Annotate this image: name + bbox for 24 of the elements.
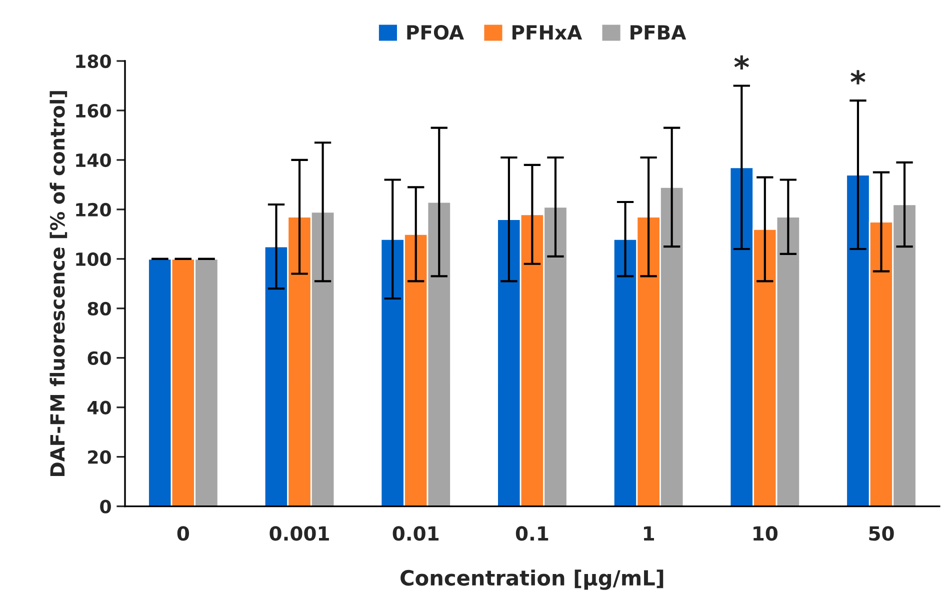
y-tick-label: 60 [88, 351, 111, 365]
legend-label: PFHxA [512, 25, 582, 40]
y-tick-label: 160 [76, 104, 111, 118]
x-tick-label: 10 [754, 526, 778, 541]
y-tick-label: 20 [88, 450, 111, 464]
y-tick-label: 140 [76, 153, 111, 168]
y-tick-label: 80 [88, 302, 111, 316]
y-axis-title: DAF-FM fluorescence [% of control] [50, 91, 68, 476]
x-tick-label: 50 [869, 526, 894, 541]
y-tick-label: 40 [87, 400, 111, 414]
legend-label: PFOA [407, 25, 464, 40]
x-tick-label: 0.1 [516, 526, 548, 541]
y-tick-label: 180 [76, 54, 111, 68]
y-tick-label: 0 [100, 500, 111, 514]
x-tick-label: 0.001 [270, 526, 329, 541]
y-tick-label: 100 [76, 252, 111, 266]
x-tick-label: 1 [644, 526, 654, 541]
x-tick-label: 0 [177, 526, 190, 541]
y-tick-label: 120 [76, 202, 111, 217]
x-axis-title: Concentration [µg/mL] [400, 570, 664, 590]
x-tick-label: 0.01 [392, 526, 439, 541]
annotation: * [850, 70, 866, 84]
legend-label: PFBA [630, 25, 686, 40]
annotation: * [734, 55, 750, 70]
